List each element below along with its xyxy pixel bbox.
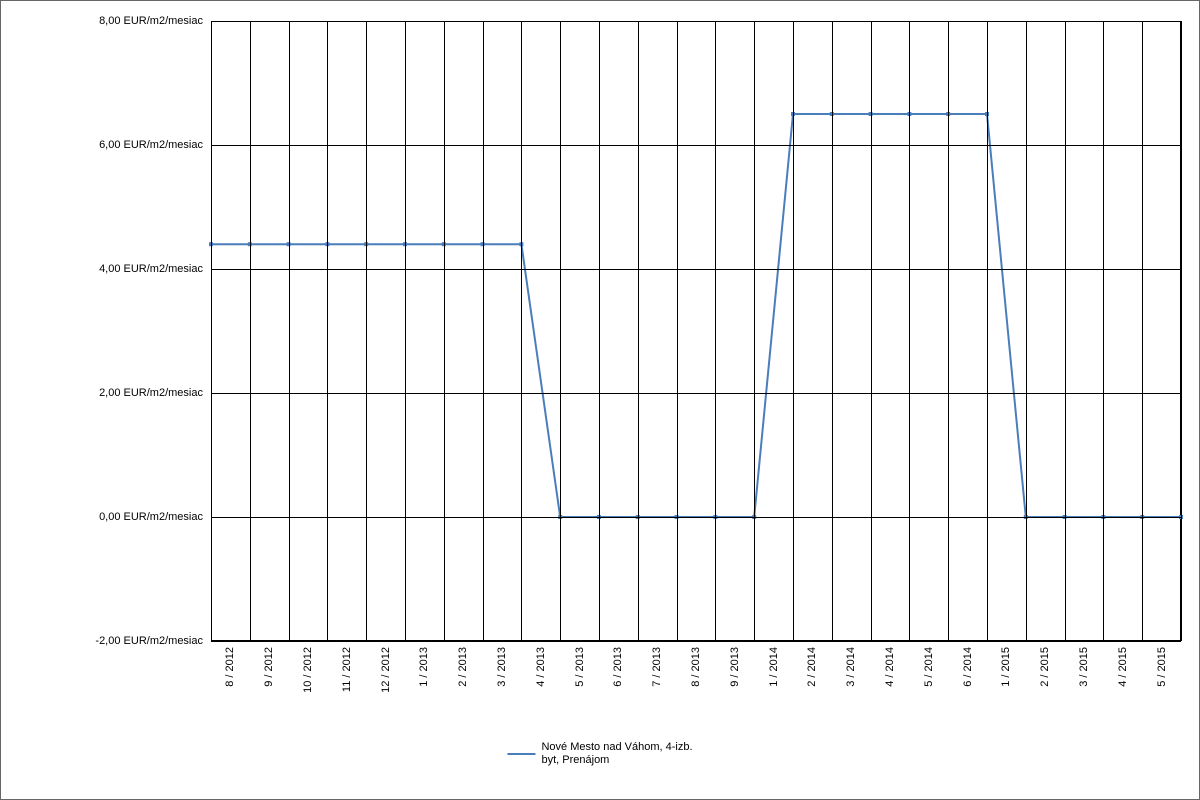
plot-area: -2,00 EUR/m2/mesiac0,00 EUR/m2/mesiac2,0… [211,21,1181,641]
gridline-vertical [987,21,988,641]
x-tick-label: 5 / 2014 [923,647,935,687]
gridline-vertical [948,21,949,641]
x-tick-label: 5 / 2013 [574,647,586,687]
x-tick-label: 12 / 2012 [380,647,392,693]
gridline-vertical [366,21,367,641]
x-tick-label: 1 / 2013 [418,647,430,687]
gridline-vertical [560,21,561,641]
gridline-horizontal [211,145,1181,146]
gridline-vertical [211,21,212,641]
gridline-vertical [1181,21,1182,641]
x-tick-label: 9 / 2013 [729,647,741,687]
chart-container: -2,00 EUR/m2/mesiac 0,00 EUR/m2/mesiac 2,0… [0,0,1200,800]
plot-border [211,21,1181,641]
gridline-vertical [405,21,406,641]
gridline-vertical [250,21,251,641]
y-tick-label: 4,00 EUR/m2/mesiac [99,263,203,275]
series-line [211,114,1181,517]
x-tick-label: 2 / 2013 [457,647,469,687]
legend-line-swatch [507,753,535,755]
gridline-horizontal [211,269,1181,270]
y-tick-label: 8,00 EUR/m2/mesiac [99,15,203,27]
x-tick-label: 2 / 2014 [806,647,818,687]
y-tick-label: 0,00 EUR/m2/mesiac [99,511,203,523]
gridline-vertical [871,21,872,641]
x-tick-label: 4 / 2014 [884,647,896,687]
gridline-vertical [793,21,794,641]
gridline-vertical [483,21,484,641]
gridline-vertical [1026,21,1027,641]
gridline-vertical [638,21,639,641]
x-tick-label: 10 / 2012 [302,647,314,693]
legend-label: Nové Mesto nad Váhom, 4-izb.byt, Prenájo… [541,741,692,767]
x-tick-label: 8 / 2012 [224,647,236,687]
gridline-vertical [715,21,716,641]
x-tick-label: 6 / 2014 [962,647,974,687]
x-tick-label: 1 / 2015 [1000,647,1012,687]
legend: Nové Mesto nad Váhom, 4-izb.byt, Prenájo… [507,741,692,767]
gridline-horizontal [211,517,1181,518]
gridline-vertical [1142,21,1143,641]
gridline-vertical [444,21,445,641]
gridline-vertical [1065,21,1066,641]
x-tick-label: 4 / 2013 [535,647,547,687]
x-tick-label: 7 / 2013 [651,647,663,687]
x-tick-label: 8 / 2013 [690,647,702,687]
gridline-horizontal [211,393,1181,394]
x-tick-label: 3 / 2014 [845,647,857,687]
x-tick-label: 2 / 2015 [1039,647,1051,687]
gridline-vertical [327,21,328,641]
gridline-vertical [599,21,600,641]
gridline-horizontal [211,641,1181,642]
gridline-vertical [521,21,522,641]
x-tick-label: 1 / 2014 [768,647,780,687]
gridline-vertical [289,21,290,641]
gridline-horizontal [211,21,1181,22]
x-tick-label: 5 / 2015 [1156,647,1168,687]
gridline-vertical [754,21,755,641]
gridline-vertical [832,21,833,641]
x-tick-label: 11 / 2012 [341,647,353,692]
line-series [211,21,1181,641]
y-tick-label: -2,00 EUR/m2/mesiac [95,635,203,647]
gridline-vertical [1103,21,1104,641]
x-tick-label: 3 / 2015 [1078,647,1090,687]
gridline-vertical [909,21,910,641]
y-tick-label: 2,00 EUR/m2/mesiac [99,387,203,399]
gridline-vertical [677,21,678,641]
x-tick-label: 6 / 2013 [612,647,624,687]
x-tick-label: 9 / 2012 [263,647,275,687]
y-tick-label: 6,00 EUR/m2/mesiac [99,139,203,151]
x-tick-label: 3 / 2013 [496,647,508,687]
x-tick-label: 4 / 2015 [1117,647,1129,687]
